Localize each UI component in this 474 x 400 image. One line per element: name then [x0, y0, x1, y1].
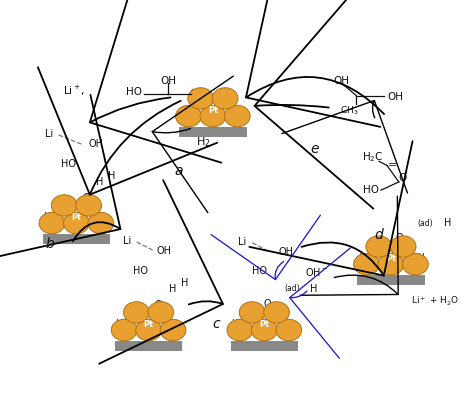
Circle shape — [264, 302, 290, 323]
Text: O: O — [155, 300, 162, 310]
Circle shape — [354, 254, 379, 275]
Bar — [115, 341, 182, 351]
Text: OH: OH — [388, 92, 404, 102]
Text: OH: OH — [279, 247, 293, 257]
Text: H: H — [444, 218, 451, 228]
Text: OH: OH — [157, 246, 172, 256]
Text: H: H — [78, 237, 85, 246]
Circle shape — [160, 319, 186, 341]
Circle shape — [227, 319, 253, 341]
Text: H: H — [310, 284, 318, 294]
Circle shape — [200, 105, 226, 127]
Circle shape — [239, 302, 265, 323]
Circle shape — [51, 195, 77, 216]
Text: OH: OH — [160, 76, 176, 86]
Text: Li: Li — [238, 237, 246, 247]
Text: c: c — [212, 317, 219, 331]
Text: Li$^+$,: Li$^+$, — [63, 84, 86, 98]
Circle shape — [252, 319, 277, 341]
Circle shape — [64, 212, 89, 234]
Text: OH$^-$: OH$^-$ — [305, 266, 328, 278]
Circle shape — [366, 236, 392, 257]
Text: a: a — [174, 164, 182, 178]
Circle shape — [136, 319, 162, 341]
Text: H: H — [48, 227, 55, 236]
Text: H: H — [109, 171, 116, 181]
Text: O: O — [399, 173, 407, 183]
Text: H: H — [417, 253, 424, 262]
Text: H: H — [96, 177, 104, 187]
Bar — [43, 234, 110, 244]
Text: HO: HO — [363, 185, 379, 195]
Text: OH: OH — [189, 89, 205, 99]
Text: Pt: Pt — [208, 106, 218, 115]
Text: H: H — [43, 212, 50, 221]
Text: H: H — [173, 322, 180, 330]
Text: Pt: Pt — [259, 320, 269, 329]
Circle shape — [111, 319, 137, 341]
Text: (ad): (ad) — [418, 218, 433, 228]
Text: H: H — [169, 284, 176, 294]
Text: HO: HO — [61, 159, 76, 169]
Bar — [231, 341, 298, 351]
Bar — [179, 127, 246, 137]
Text: e: e — [310, 142, 319, 156]
Circle shape — [402, 254, 428, 275]
Circle shape — [225, 105, 250, 127]
Text: HO: HO — [126, 87, 142, 97]
Text: Li$^+$ + H$_2$O: Li$^+$ + H$_2$O — [411, 295, 460, 308]
Circle shape — [88, 212, 114, 234]
Text: H$_2$: H$_2$ — [196, 136, 210, 149]
Text: d: d — [374, 228, 383, 242]
Text: H: H — [120, 334, 127, 343]
Text: H: H — [266, 344, 273, 353]
Circle shape — [378, 254, 404, 275]
Text: H: H — [116, 319, 122, 328]
Text: Pt: Pt — [144, 320, 154, 329]
Text: H: H — [289, 322, 295, 330]
Text: H$_2$C: H$_2$C — [362, 150, 384, 164]
Text: O: O — [395, 233, 402, 243]
Circle shape — [276, 319, 301, 341]
Text: H: H — [231, 319, 238, 328]
Text: Li: Li — [45, 129, 53, 139]
Text: H: H — [358, 253, 365, 262]
Circle shape — [175, 105, 201, 127]
Circle shape — [148, 302, 173, 323]
Text: OH: OH — [89, 139, 104, 149]
Bar — [357, 275, 425, 285]
Text: H: H — [388, 278, 394, 287]
Text: Li: Li — [123, 236, 131, 246]
Circle shape — [212, 88, 238, 109]
Text: =: = — [388, 160, 398, 170]
Circle shape — [76, 195, 101, 216]
Text: H: H — [100, 214, 108, 224]
Text: H: H — [236, 334, 243, 343]
Text: Pt: Pt — [71, 213, 82, 222]
Text: H: H — [150, 344, 157, 353]
Text: HO: HO — [252, 266, 267, 276]
Circle shape — [39, 212, 65, 234]
Text: OH: OH — [334, 76, 349, 86]
Circle shape — [390, 236, 416, 257]
Text: b: b — [46, 237, 54, 251]
Circle shape — [124, 302, 149, 323]
Text: (ad): (ad) — [284, 284, 300, 294]
Text: CH$_3$: CH$_3$ — [340, 104, 359, 116]
Text: Pt: Pt — [386, 254, 396, 263]
Text: H: H — [181, 278, 188, 288]
Text: O: O — [264, 299, 271, 309]
Text: HO: HO — [133, 266, 148, 276]
Circle shape — [188, 88, 213, 109]
Text: O: O — [82, 193, 90, 203]
